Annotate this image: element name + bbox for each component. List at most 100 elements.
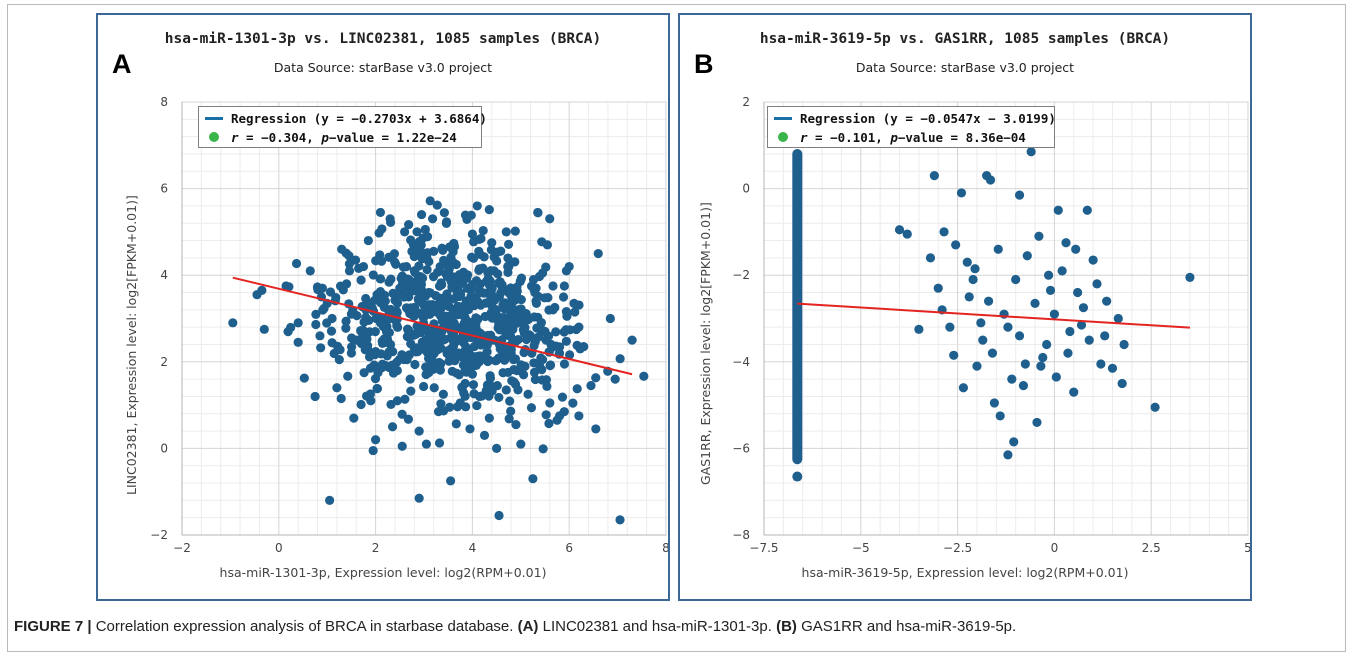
data-point-a [516,439,526,449]
data-point-b [1009,437,1019,447]
data-point-a [419,309,429,319]
data-point-a [529,312,539,322]
y-tick-label-a: −2 [150,528,168,542]
data-point-a [462,357,473,367]
data-point-b [1150,402,1160,412]
data-point-a [507,288,517,299]
legend-stat-label-a: r = −0.304, p−value = 1.22e−24 [231,129,457,145]
data-point-a [433,406,444,417]
x-tick-label-b: −5 [852,541,870,555]
data-point-a [408,286,419,296]
data-point-b [964,292,974,302]
data-point-a [486,288,496,298]
data-point-a [551,327,561,337]
data-point-a [346,348,356,358]
x-tick-label-a: 6 [565,541,573,555]
data-point-a [435,310,446,321]
data-point-a [493,269,503,279]
data-point-a [416,209,427,220]
data-point-a [467,229,477,239]
data-point-a [529,367,540,377]
legend-stat-label-b: r = −0.101, p−value = 8.36e−04 [800,129,1026,145]
data-point-b [1100,331,1110,341]
data-point-a [418,381,429,392]
data-point-b [958,383,969,393]
data-point-a [469,253,479,263]
y-tick-label-a: 2 [160,355,168,369]
data-point-a [482,347,492,357]
data-point-a [516,274,526,285]
data-point-a [451,419,461,429]
data-point-a [533,207,543,218]
data-point-a [586,381,596,391]
data-point-b [1078,303,1089,313]
data-point-a [526,403,537,413]
data-point-a [545,360,556,370]
data-point-b [1003,450,1013,460]
x-tick-label-b: −2.5 [943,541,972,555]
data-point-a [384,363,394,373]
data-point-a [374,228,384,238]
data-point-a [372,290,382,300]
data-point-a [615,515,625,525]
caption-text-2: LINC02381 and hsa-miR-1301-3p. [538,618,777,635]
data-point-b [989,398,999,408]
data-point-b [894,225,905,235]
data-point-b [1011,274,1021,285]
data-point-b [925,253,936,263]
data-point-a [401,262,412,272]
data-point-a [404,220,414,230]
y-axis-label-a: LINC02381, Expression level: log2[FPKM+0… [124,195,139,495]
y-tick-label-a: 0 [160,441,168,455]
data-point-a [525,331,536,341]
data-point-b [1051,372,1061,382]
legend-regression-row-b: Regression (y = −0.0547x − 3.0199) [774,109,1056,127]
data-point-a [480,311,490,322]
data-point-b [1014,190,1025,200]
data-point-a [479,430,490,441]
legend-b: Regression (y = −0.0547x − 3.0199) r = −… [767,106,1056,148]
data-point-b [1088,255,1098,265]
data-point-a [463,305,474,315]
data-point-a [503,261,513,272]
data-point-a [311,309,321,319]
data-point-a [337,244,347,254]
data-point-b [987,348,998,358]
data-point-a [615,354,625,364]
data-point-b [1084,335,1094,345]
data-point-a [375,207,386,218]
regression-line-swatch-b [774,116,792,120]
data-point-a [363,235,373,246]
data-point-a [327,338,337,348]
data-point-a [439,208,449,218]
data-point-b [1065,326,1075,337]
data-point-b [1107,363,1118,373]
data-point-a [434,281,445,291]
data-point-a [455,398,465,408]
data-point-b [1045,285,1056,295]
data-point-a [442,271,452,282]
data-point-a [424,368,434,378]
data-point-b [1022,251,1032,261]
caption-text-3: GAS1RR and hsa-miR-3619-5p. [796,618,1017,635]
data-point-b [1071,244,1081,254]
data-point-a [422,264,432,275]
data-point-a [506,406,516,416]
data-point-a [422,253,432,263]
data-point-b [1020,359,1030,369]
data-point-a [358,261,369,272]
data-point-a [486,266,496,276]
data-point-a [639,371,649,381]
data-point-a [435,294,445,304]
figure-caption: FIGURE 7 | Correlation expression analys… [14,618,1016,635]
data-point-b [1049,309,1059,319]
data-point-a [381,326,392,337]
data-point-a [593,248,603,259]
data-point-a [492,443,502,453]
data-point-a [427,355,437,365]
data-point-a [441,217,452,227]
x-tick-label-b: −7.5 [749,541,778,555]
data-point-a [542,381,552,392]
data-point-a [429,383,439,393]
data-point-a [305,266,315,276]
